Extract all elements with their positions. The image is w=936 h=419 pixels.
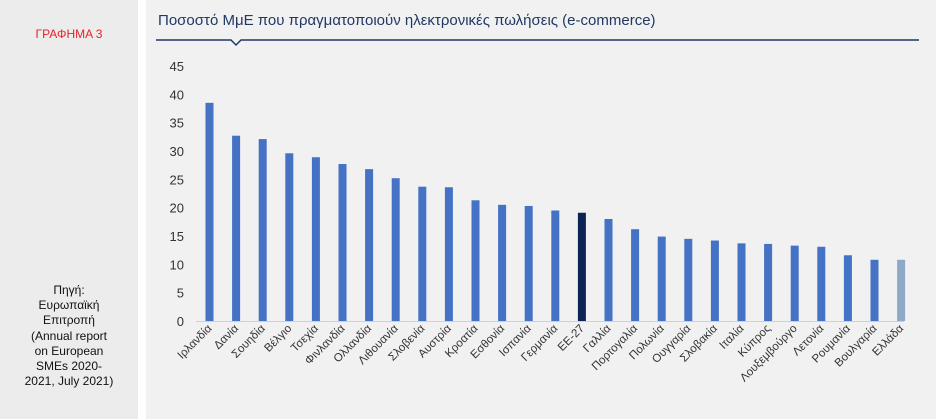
bar: [551, 210, 560, 321]
bar: [311, 157, 320, 321]
bar: [631, 229, 640, 321]
figure-label: ΓΡΑΦΗΜΑ 3: [35, 27, 103, 41]
y-tick-label: 15: [170, 229, 184, 244]
x-tick-label: ΕΕ-27: [556, 323, 587, 354]
bar: [684, 238, 693, 321]
bar: [524, 205, 533, 321]
bar: [444, 187, 453, 321]
x-tick-label: Βέλγιο: [262, 323, 294, 355]
bar: [205, 102, 214, 321]
source-note: Πηγή: Ευρωπαϊκή Επιτροπή (Annual report …: [24, 283, 114, 389]
bar: [764, 243, 773, 321]
bar: [657, 236, 666, 321]
title-underline-line: [156, 39, 919, 47]
y-tick-label: 30: [170, 144, 184, 159]
chart-title: Ποσοστό ΜμΕ που πραγματοποιούν ηλεκτρονι…: [158, 12, 656, 29]
sidebar-panel: ΓΡΑΦΗΜΑ 3 Πηγή: Ευρωπαϊκή Επιτροπή (Annu…: [0, 0, 138, 419]
title-underline: [156, 39, 919, 47]
bar: [258, 139, 267, 321]
bar: [391, 178, 400, 321]
y-tick-label: 20: [170, 201, 184, 216]
bar: [577, 212, 586, 321]
y-tick-label: 45: [170, 59, 184, 74]
bar: [604, 219, 613, 321]
y-tick-label: 10: [170, 257, 184, 272]
bars: [205, 102, 906, 321]
y-tick-label: 40: [170, 87, 184, 102]
bar: [710, 240, 719, 321]
bar: [790, 245, 799, 321]
bar: [897, 259, 906, 321]
bar: [365, 169, 374, 321]
bar: [737, 243, 746, 321]
bar: [817, 246, 826, 321]
bar: [232, 135, 241, 321]
bar: [870, 259, 879, 321]
y-axis: 0 5 10 15 20 25 30 35 40 45: [170, 59, 904, 329]
bar: [498, 204, 507, 321]
x-axis-labels: ΙρλανδίαΔανίαΣουηδίαΒέλγιοΤσεχίαΦινλανδί…: [176, 322, 907, 384]
bar: [418, 186, 427, 321]
y-tick-label: 5: [177, 286, 184, 301]
bar: [338, 164, 347, 321]
y-tick-label: 0: [177, 314, 184, 329]
y-tick-label: 25: [170, 172, 184, 187]
y-tick-label: 35: [170, 116, 184, 131]
bar: [471, 200, 480, 321]
bar: [843, 255, 852, 321]
chart-panel: [146, 0, 936, 419]
bar: [285, 153, 294, 321]
